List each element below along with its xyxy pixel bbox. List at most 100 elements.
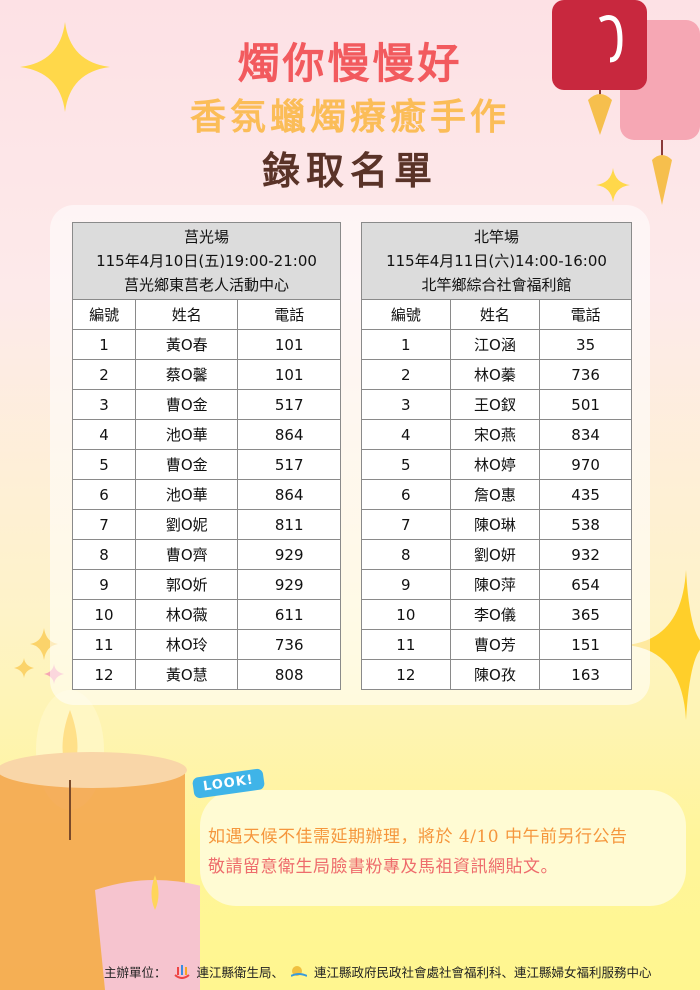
row-number: 5 — [361, 449, 451, 480]
footer-organizers: 主辦單位： 連江縣衛生局、 連江縣政府民政社會處社會福利科、連江縣婦女福利服務中… — [104, 962, 651, 981]
row-number: 3 — [361, 389, 451, 420]
applicant-name: 曹O金 — [135, 389, 239, 420]
session-header: 莒光場 115年4月10日(五)19:00-21:00 莒光鄉東莒老人活動中心 — [72, 222, 341, 300]
row-number: 11 — [361, 629, 451, 660]
table-row: 9 郭O妡 929 — [71, 569, 341, 600]
applicant-name: 陳O琳 — [449, 509, 541, 540]
table-row: 6 詹O惠 435 — [361, 479, 632, 510]
phone-suffix: 736 — [237, 629, 341, 660]
session-datetime: 115年4月11日(六)14:00-16:00 — [386, 252, 607, 270]
table-row: 7 陳O琳 538 — [361, 509, 632, 540]
table-row: 11 曹O芳 151 — [361, 629, 632, 660]
applicant-name: 曹O金 — [135, 449, 239, 480]
applicant-name: 池O華 — [135, 479, 239, 510]
column-header-row: 編號 姓名 電話 — [71, 299, 341, 330]
applicant-name: 劉O妮 — [135, 509, 239, 540]
row-number: 1 — [71, 329, 137, 360]
phone-suffix: 101 — [237, 329, 341, 360]
row-number: 7 — [71, 509, 137, 540]
row-number: 6 — [71, 479, 137, 510]
applicant-name: 詹O惠 — [449, 479, 541, 510]
row-number: 11 — [71, 629, 137, 660]
applicant-name: 黃O春 — [135, 329, 239, 360]
notice-line-1: 如遇天候不佳需延期辦理，將於 4/10 中午前另行公告 — [208, 827, 628, 847]
lantern-decoration-icon — [552, 0, 700, 205]
page-title: 燭你慢慢好 — [237, 39, 463, 88]
table-row: 1 黃O春 101 — [71, 329, 341, 360]
applicant-name: 李O儀 — [449, 599, 541, 630]
row-number: 2 — [71, 359, 137, 390]
phone-suffix: 654 — [539, 569, 632, 600]
phone-suffix: 970 — [539, 449, 632, 480]
table-row: 8 劉O妍 932 — [361, 539, 632, 570]
footer-org-2: 連江縣政府民政社會處社會福利科、連江縣婦女福利服務中心 — [313, 965, 652, 980]
phone-suffix: 163 — [539, 659, 632, 690]
applicant-name: 林O薇 — [135, 599, 239, 630]
row-number: 2 — [361, 359, 451, 390]
footer-label: 主辦單位： — [104, 965, 167, 980]
phone-suffix: 611 — [237, 599, 341, 630]
phone-suffix: 101 — [237, 359, 341, 390]
column-header: 編號 — [71, 299, 137, 330]
row-number: 8 — [361, 539, 451, 570]
phone-suffix: 864 — [237, 419, 341, 450]
column-header-row: 編號 姓名 電話 — [361, 299, 632, 330]
session-table-beigan: 北竿場 115年4月11日(六)14:00-16:00 北竿鄉綜合社會福利館編號 姓名… — [361, 222, 632, 690]
row-number: 10 — [361, 599, 451, 630]
table-row: 10 林O薇 611 — [71, 599, 341, 630]
table-row: 1 江O涵 35 — [361, 329, 632, 360]
session-header: 北竿場 115年4月11日(六)14:00-16:00 北竿鄉綜合社會福利館 — [361, 222, 632, 300]
applicant-name: 林O玲 — [135, 629, 239, 660]
table-row: 2 蔡O馨 101 — [71, 359, 341, 390]
phone-suffix: 834 — [539, 419, 632, 450]
phone-suffix: 929 — [237, 569, 341, 600]
applicant-name: 江O涵 — [449, 329, 541, 360]
row-number: 12 — [361, 659, 451, 690]
notice-box: 如遇天候不佳需延期辦理，將於 4/10 中午前另行公告 敬請留意衛生局臉書粉專及… — [200, 790, 686, 906]
table-row: 12 黃O慧 808 — [71, 659, 341, 690]
column-header: 姓名 — [135, 299, 239, 330]
table-row: 4 宋O燕 834 — [361, 419, 632, 450]
session-location: 莒光鄉東莒老人活動中心 — [123, 276, 289, 294]
row-number: 1 — [361, 329, 451, 360]
table-row: 8 曹O齊 929 — [71, 539, 341, 570]
small-star-icon — [596, 168, 630, 202]
table-row: 4 池O華 864 — [71, 419, 341, 450]
phone-suffix: 501 — [539, 389, 632, 420]
table-row: 5 林O婷 970 — [361, 449, 632, 480]
phone-suffix: 932 — [539, 539, 632, 570]
large-star-icon — [626, 570, 700, 720]
row-number: 9 — [361, 569, 451, 600]
phone-suffix: 517 — [237, 449, 341, 480]
session-venue: 北竿場 — [473, 228, 519, 246]
applicant-name: 林O婷 — [449, 449, 541, 480]
row-number: 3 — [71, 389, 137, 420]
phone-suffix: 864 — [237, 479, 341, 510]
applicant-name: 陳O萍 — [449, 569, 541, 600]
row-number: 12 — [71, 659, 137, 690]
row-number: 5 — [71, 449, 137, 480]
row-number: 4 — [361, 419, 451, 450]
phone-suffix: 517 — [237, 389, 341, 420]
phone-suffix: 151 — [539, 629, 632, 660]
column-header: 編號 — [361, 299, 451, 330]
row-number: 7 — [361, 509, 451, 540]
session-location: 北竿鄉綜合社會福利館 — [421, 276, 572, 294]
row-number: 10 — [71, 599, 137, 630]
applicant-name: 曹O芳 — [449, 629, 541, 660]
table-row: 12 陳O孜 163 — [361, 659, 632, 690]
table-row: 10 李O儀 365 — [361, 599, 632, 630]
phone-suffix: 435 — [539, 479, 632, 510]
phone-suffix: 929 — [237, 539, 341, 570]
phone-suffix: 808 — [237, 659, 341, 690]
applicant-name: 池O華 — [135, 419, 239, 450]
table-row: 3 王O釵 501 — [361, 389, 632, 420]
applicant-name: 曹O齊 — [135, 539, 239, 570]
applicant-name: 黃O慧 — [135, 659, 239, 690]
table-row: 3 曹O金 517 — [71, 389, 341, 420]
table-row: 11 林O玲 736 — [71, 629, 341, 660]
applicant-name: 陳O孜 — [449, 659, 541, 690]
applicant-name: 林O蓁 — [449, 359, 541, 390]
column-header: 電話 — [539, 299, 632, 330]
page-heading: 錄取名單 — [261, 148, 438, 193]
